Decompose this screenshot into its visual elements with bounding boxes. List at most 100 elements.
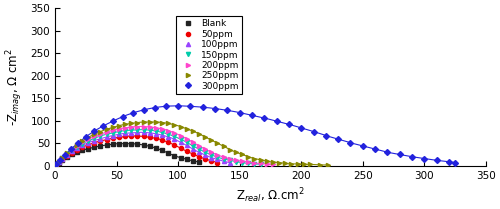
250ppm bbox=[239, 153, 245, 156]
150ppm bbox=[233, 161, 239, 163]
250ppm bbox=[134, 121, 140, 124]
250ppm bbox=[300, 163, 306, 166]
250ppm bbox=[326, 164, 332, 166]
100ppm bbox=[64, 154, 70, 156]
100ppm bbox=[153, 133, 159, 135]
200ppm bbox=[104, 131, 110, 133]
300ppm bbox=[360, 145, 366, 147]
Blank bbox=[56, 161, 62, 164]
300ppm bbox=[298, 127, 304, 129]
150ppm bbox=[172, 135, 177, 138]
100ppm bbox=[98, 138, 103, 140]
200ppm bbox=[165, 129, 171, 132]
200ppm bbox=[128, 126, 134, 128]
300ppm bbox=[68, 148, 74, 150]
50ppm bbox=[92, 141, 98, 144]
50ppm bbox=[64, 155, 70, 157]
250ppm bbox=[69, 147, 75, 150]
300ppm bbox=[130, 112, 136, 114]
Blank bbox=[153, 147, 159, 149]
250ppm bbox=[288, 163, 294, 165]
250ppm bbox=[110, 126, 116, 129]
250ppm bbox=[233, 151, 239, 153]
150ppm bbox=[128, 129, 134, 131]
Blank bbox=[159, 149, 165, 152]
150ppm bbox=[56, 161, 62, 163]
Blank bbox=[60, 159, 66, 161]
200ppm bbox=[147, 126, 153, 128]
Blank bbox=[196, 161, 202, 163]
200ppm bbox=[159, 127, 165, 130]
Blank bbox=[79, 149, 85, 152]
150ppm bbox=[53, 164, 59, 166]
100ppm bbox=[92, 139, 98, 142]
50ppm bbox=[172, 144, 177, 146]
100ppm bbox=[196, 151, 202, 153]
Legend: Blank, 50ppm, 100ppm, 150ppm, 200ppm, 250ppm, 300ppm: Blank, 50ppm, 100ppm, 150ppm, 200ppm, 25… bbox=[176, 16, 242, 94]
150ppm bbox=[239, 161, 245, 164]
50ppm bbox=[98, 140, 103, 142]
300ppm bbox=[452, 161, 458, 164]
100ppm bbox=[178, 141, 184, 144]
250ppm bbox=[98, 130, 103, 133]
Blank bbox=[98, 145, 103, 147]
50ppm bbox=[74, 149, 80, 151]
50ppm bbox=[202, 158, 208, 160]
100ppm bbox=[56, 161, 62, 163]
200ppm bbox=[64, 152, 70, 155]
300ppm bbox=[422, 157, 428, 160]
250ppm bbox=[53, 164, 59, 166]
300ppm bbox=[224, 109, 230, 112]
150ppm bbox=[246, 162, 252, 165]
250ppm bbox=[258, 159, 264, 161]
250ppm bbox=[294, 163, 300, 165]
Blank bbox=[116, 142, 122, 145]
250ppm bbox=[214, 142, 220, 144]
50ppm bbox=[128, 135, 134, 137]
50ppm bbox=[165, 141, 171, 144]
Blank bbox=[92, 146, 98, 149]
50ppm bbox=[184, 150, 190, 153]
300ppm bbox=[188, 105, 194, 108]
100ppm bbox=[53, 164, 59, 166]
250ppm bbox=[79, 140, 85, 142]
300ppm bbox=[92, 130, 98, 132]
150ppm bbox=[159, 131, 165, 134]
300ppm bbox=[310, 130, 316, 133]
300ppm bbox=[100, 125, 106, 127]
100ppm bbox=[208, 156, 214, 159]
100ppm bbox=[134, 131, 140, 134]
200ppm bbox=[79, 141, 85, 144]
300ppm bbox=[335, 138, 341, 140]
Blank bbox=[165, 152, 171, 154]
200ppm bbox=[196, 145, 202, 147]
300ppm bbox=[249, 114, 255, 117]
200ppm bbox=[184, 138, 190, 140]
50ppm bbox=[208, 159, 214, 162]
250ppm bbox=[92, 133, 98, 135]
250ppm bbox=[196, 133, 202, 135]
150ppm bbox=[69, 149, 75, 152]
200ppm bbox=[110, 129, 116, 131]
300ppm bbox=[274, 120, 280, 122]
300ppm bbox=[200, 106, 205, 108]
250ppm bbox=[282, 162, 288, 165]
Blank bbox=[110, 143, 116, 145]
250ppm bbox=[60, 156, 66, 159]
100ppm bbox=[140, 131, 146, 134]
300ppm bbox=[120, 115, 126, 118]
250ppm bbox=[276, 161, 282, 164]
300ppm bbox=[152, 106, 158, 109]
200ppm bbox=[134, 125, 140, 128]
300ppm bbox=[140, 109, 146, 111]
250ppm bbox=[208, 139, 214, 141]
100ppm bbox=[60, 157, 66, 160]
100ppm bbox=[184, 144, 190, 147]
50ppm bbox=[85, 144, 91, 146]
250ppm bbox=[56, 161, 62, 163]
100ppm bbox=[128, 132, 134, 134]
250ppm bbox=[316, 164, 322, 166]
250ppm bbox=[220, 145, 226, 148]
150ppm bbox=[79, 142, 85, 145]
150ppm bbox=[214, 156, 220, 158]
